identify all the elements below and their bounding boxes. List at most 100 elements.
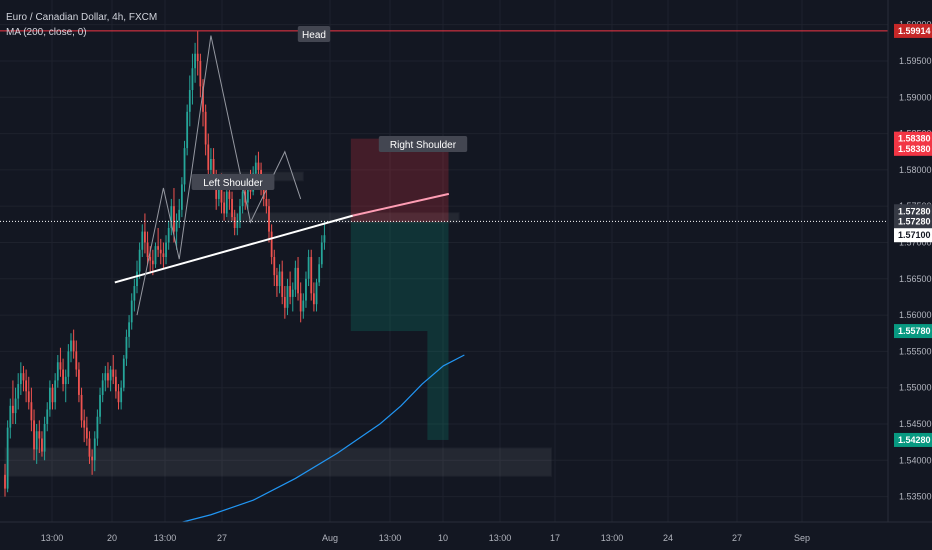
left-shoulder-label: Left Shoulder bbox=[203, 178, 263, 189]
candle-body bbox=[78, 369, 80, 395]
candle-body bbox=[72, 340, 75, 352]
candle-body bbox=[48, 387, 51, 410]
price-badge bbox=[894, 141, 932, 156]
candle-body bbox=[167, 227, 170, 243]
candle-body bbox=[265, 198, 268, 207]
candle-body bbox=[323, 235, 326, 243]
ma-indicator-label[interactable]: MA (200, close, 0) bbox=[6, 27, 87, 38]
candle-body bbox=[93, 438, 96, 461]
candle-body bbox=[99, 394, 101, 417]
candle-body bbox=[239, 206, 241, 221]
time-tick: 13:00 bbox=[601, 533, 624, 543]
candle-body bbox=[91, 456, 94, 461]
candle-body bbox=[188, 90, 191, 112]
price-tick: 1.59500 bbox=[899, 56, 932, 66]
neckline bbox=[114, 214, 354, 284]
price-badge bbox=[894, 214, 932, 229]
take-profit-zone-2 bbox=[427, 331, 449, 440]
head-label: Head bbox=[302, 30, 326, 41]
candle-body bbox=[289, 286, 292, 297]
price-axis-bg bbox=[888, 0, 932, 550]
price-axis[interactable]: 1.600001.595001.590001.585001.580001.575… bbox=[887, 0, 932, 550]
candle-body bbox=[262, 188, 265, 199]
candle-body bbox=[149, 257, 152, 261]
price-badge-label: 1.57100 bbox=[898, 230, 931, 240]
candle-body bbox=[291, 289, 294, 297]
candle-body bbox=[9, 405, 12, 428]
candle-body bbox=[38, 431, 41, 439]
candle-body bbox=[159, 249, 162, 254]
candle-body bbox=[257, 162, 260, 170]
price-tick: 1.55500 bbox=[899, 346, 932, 356]
price-tick: 1.55000 bbox=[899, 383, 932, 393]
candle-body bbox=[54, 380, 57, 403]
candle-body bbox=[212, 158, 215, 178]
symbol-title[interactable]: Euro / Canadian Dollar, 4h, FXCM bbox=[6, 12, 158, 23]
candle-body bbox=[101, 380, 104, 395]
candle-body bbox=[64, 376, 67, 385]
time-axis-bg bbox=[0, 522, 932, 550]
candle-body bbox=[117, 391, 120, 403]
candle-body bbox=[217, 184, 220, 199]
candle-body bbox=[46, 409, 49, 424]
price-tick: 1.56500 bbox=[899, 274, 932, 284]
candle-body bbox=[220, 184, 223, 203]
time-tick: 13:00 bbox=[154, 533, 177, 543]
candle-body bbox=[136, 271, 138, 287]
candle-body bbox=[141, 231, 144, 250]
candle-body bbox=[43, 423, 46, 452]
candle-body bbox=[120, 387, 123, 403]
candle-body bbox=[114, 376, 117, 392]
candle-body bbox=[223, 202, 226, 214]
time-tick: 27 bbox=[732, 533, 742, 543]
candle-body bbox=[17, 384, 20, 399]
price-badge-label: 1.55780 bbox=[898, 326, 931, 336]
candle-body bbox=[210, 158, 212, 170]
price-tick: 1.53500 bbox=[899, 492, 932, 502]
candle-body bbox=[125, 336, 128, 359]
price-tick: 1.54000 bbox=[899, 455, 932, 465]
price-badge-label: 1.58380 bbox=[898, 134, 931, 144]
candle-body bbox=[22, 373, 25, 381]
candle-body bbox=[299, 293, 302, 312]
take-profit-zone-1 bbox=[350, 222, 449, 332]
candle-body bbox=[83, 420, 86, 428]
time-tick: 13:00 bbox=[41, 533, 64, 543]
candle-body bbox=[109, 369, 112, 381]
candle-body bbox=[51, 387, 54, 403]
time-tick: Aug bbox=[322, 533, 338, 543]
candle-body bbox=[146, 242, 149, 258]
candle-body bbox=[225, 191, 228, 214]
candle-body bbox=[62, 369, 64, 385]
candle-body bbox=[144, 231, 146, 243]
time-axis[interactable]: 13:00 20 13:00 27 Aug 13:00 10 13:00 17 13:00 24 27… bbox=[0, 521, 932, 550]
drawings-layer bbox=[0, 30, 888, 534]
candle-body bbox=[107, 373, 109, 381]
candle-body bbox=[270, 231, 273, 258]
candle-body bbox=[312, 293, 315, 305]
candle-body bbox=[104, 373, 107, 381]
candle-body bbox=[228, 191, 231, 199]
price-badge-label: 1.59914 bbox=[898, 26, 931, 36]
price-tick: 1.56000 bbox=[899, 310, 932, 320]
grid-lines bbox=[0, 0, 888, 522]
candle-body bbox=[138, 249, 141, 272]
candle-body bbox=[191, 68, 194, 91]
candle-body bbox=[199, 60, 202, 87]
price-badge bbox=[894, 324, 932, 339]
candle-body bbox=[278, 271, 281, 287]
candle-body bbox=[75, 351, 78, 370]
short-position-tool[interactable] bbox=[350, 138, 449, 440]
candle-body bbox=[4, 474, 6, 489]
candle-body bbox=[154, 246, 157, 265]
candle-body bbox=[254, 162, 257, 174]
candle-body bbox=[162, 253, 165, 258]
candle-body bbox=[173, 206, 175, 232]
candle-body bbox=[246, 184, 249, 203]
candle-body bbox=[96, 416, 99, 439]
candle-body bbox=[231, 198, 233, 218]
right-shoulder-label: Right Shoulder bbox=[390, 140, 457, 151]
candle-body bbox=[318, 264, 321, 283]
